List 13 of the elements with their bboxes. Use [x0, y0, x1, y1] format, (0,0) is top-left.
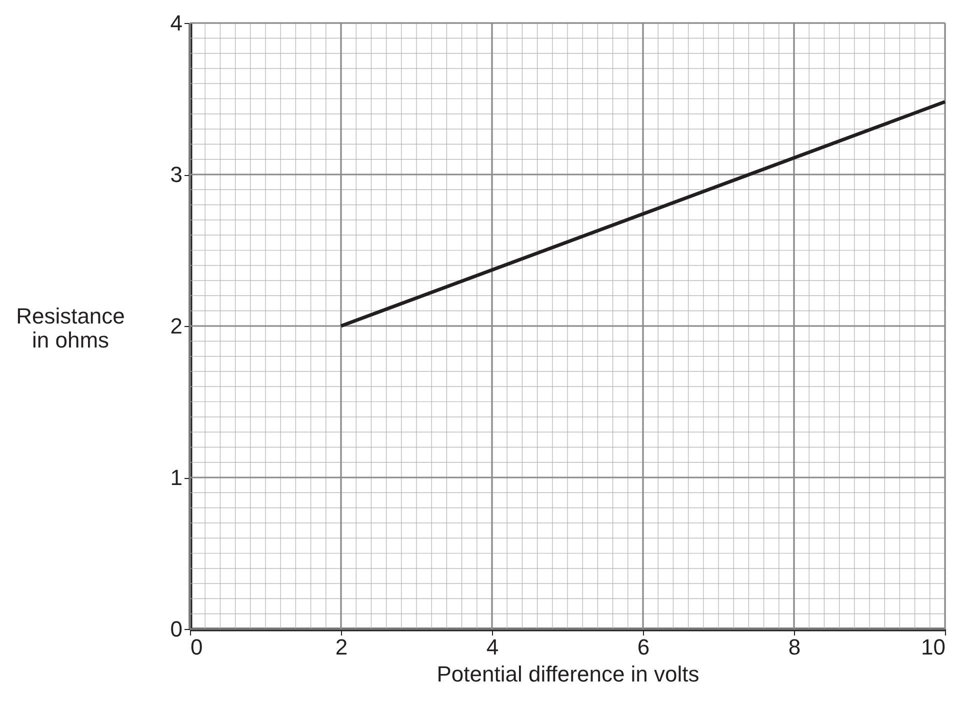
y-tick-label: 3 [170, 162, 182, 187]
y-tick-label: 0 [170, 616, 182, 642]
y-tick-label: 2 [170, 314, 182, 338]
x-tick-label: 4 [486, 634, 499, 660]
x-tick-label: 2 [335, 634, 348, 660]
x-tick-label: 8 [788, 634, 801, 660]
x-tick-label: 10 [921, 634, 946, 660]
y-axis-title: Resistance in ohms [16, 304, 125, 352]
y-tick-label: 1 [170, 465, 182, 490]
x-tick-label: 6 [637, 634, 650, 660]
x-axis-title: Potential difference in volts [436, 662, 700, 686]
y-tick-label: 4 [170, 10, 182, 36]
x-tick-label: 0 [190, 634, 203, 660]
